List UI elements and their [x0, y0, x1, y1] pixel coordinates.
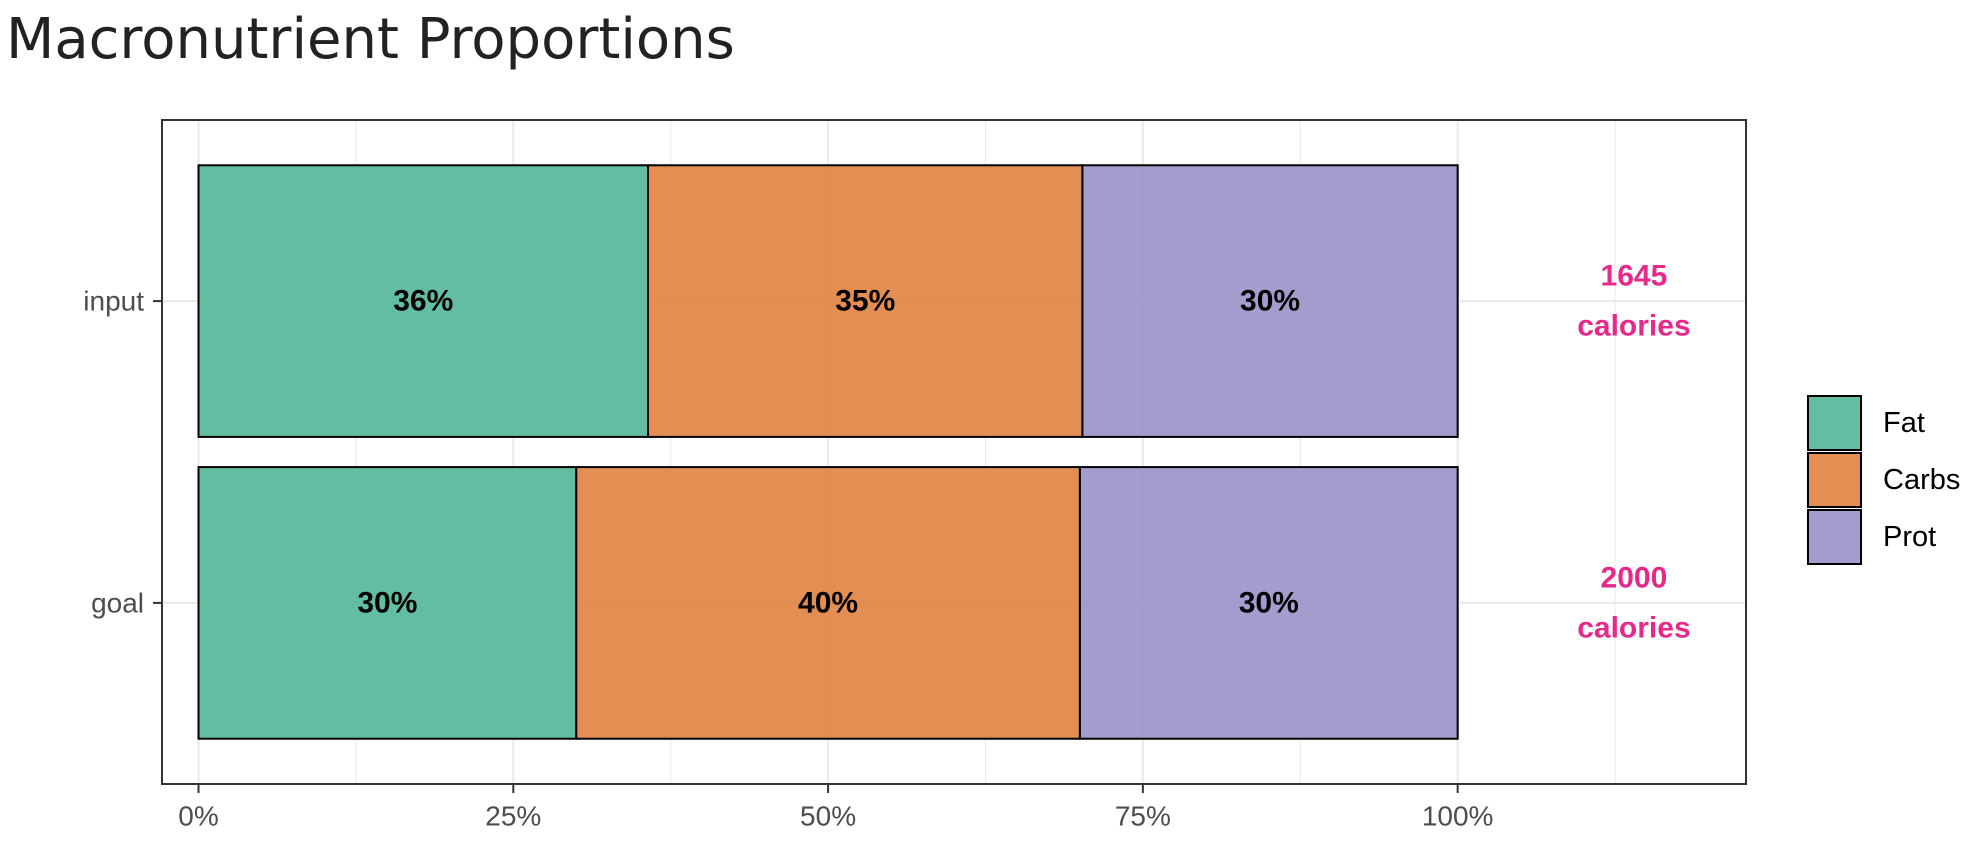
bar-value-label: 36% [393, 285, 453, 318]
bar-prot-input [1081, 164, 1459, 438]
bar-value-label: 35% [835, 285, 895, 318]
bar-fat-goal [197, 466, 578, 740]
bar-carbs-goal [575, 466, 1081, 740]
chart-title: Macronutrient Proportions [6, 7, 735, 72]
x-axis-tick-label: 25% [485, 801, 541, 832]
x-axis-tick-label: 0% [178, 801, 218, 832]
plot-panel-border [161, 119, 1747, 785]
x-axis-tick-label: 75% [1115, 801, 1171, 832]
calories-annotation: 1645 [1601, 260, 1668, 293]
bar-value-label: 30% [1240, 285, 1300, 318]
legend-key-carbs [1807, 452, 1862, 508]
calories-annotation: calories [1577, 611, 1690, 644]
bar-value-label: 40% [798, 586, 858, 619]
axes: 0% 25% 50% 75% 100% input goal [83, 286, 1493, 832]
bar-value-label: 30% [357, 586, 417, 619]
legend-label: Fat [1883, 407, 1925, 439]
legend: Fat Carbs Prot [1807, 395, 1960, 565]
legend-key-prot [1807, 509, 1862, 565]
bar-fat-input [197, 164, 650, 438]
y-axis-tick-label: goal [91, 587, 144, 618]
legend-label: Carbs [1883, 464, 1960, 496]
x-axis-tick-label: 50% [800, 801, 856, 832]
bar-marks [197, 164, 1459, 740]
bar-prot-goal [1078, 466, 1459, 740]
bar-labels: 36% 35% 30% 30% 40% 30% 1645 calories 2000 calori… [357, 260, 1690, 645]
calories-annotation: 2000 [1601, 561, 1668, 594]
legend-key-fat [1807, 395, 1862, 451]
y-axis-tick-label: input [83, 286, 144, 317]
bar-value-label: 30% [1239, 586, 1299, 619]
x-axis-tick-label: 100% [1422, 801, 1494, 832]
legend-label: Prot [1883, 521, 1936, 553]
calories-annotation: calories [1577, 310, 1690, 343]
